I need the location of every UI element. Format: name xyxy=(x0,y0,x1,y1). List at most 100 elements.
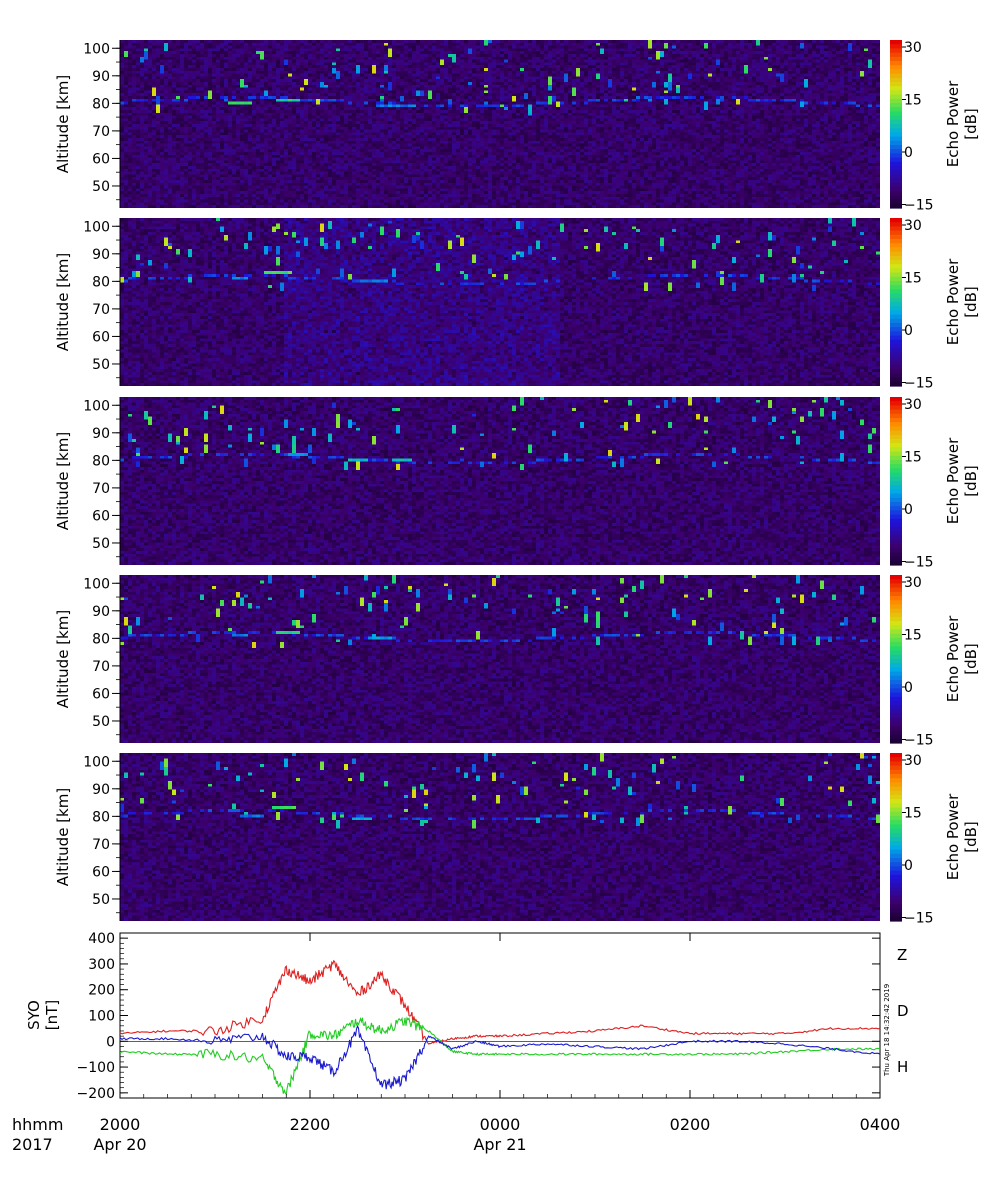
colorbar-step xyxy=(890,713,902,719)
colorbar-step xyxy=(890,187,902,192)
colorbar-step xyxy=(890,832,902,838)
colorbar-step xyxy=(890,604,902,610)
colorbar-step xyxy=(890,617,902,622)
colorbar-tick-label: 0 xyxy=(904,858,913,874)
colorbar-step xyxy=(890,769,902,775)
colorbar-step xyxy=(890,692,902,698)
colorbar-step xyxy=(890,891,902,897)
y-tick-label: 70 xyxy=(92,302,110,318)
colorbar-step xyxy=(890,518,902,524)
echo-power-image xyxy=(120,40,880,208)
colorbar-step xyxy=(890,790,902,796)
colorbar-step xyxy=(890,348,902,353)
colorbar-step xyxy=(890,302,902,307)
colorbar-label-1: Echo Power xyxy=(944,437,962,524)
colorbar-step xyxy=(890,675,902,681)
colorbar-step xyxy=(890,596,902,601)
colorbar-step xyxy=(890,434,902,440)
y-tick-label: 80 xyxy=(92,631,110,647)
colorbar-step xyxy=(890,230,902,236)
mag-y-tick-label: 400 xyxy=(88,931,115,947)
colorbar-step xyxy=(890,447,902,453)
colorbar-step xyxy=(890,820,902,825)
colorbar-step xyxy=(890,862,902,867)
colorbar-step xyxy=(890,548,902,553)
colorbar-step xyxy=(890,136,902,142)
y-tick-label: 50 xyxy=(92,357,110,373)
colorbar-tick-label: −15 xyxy=(904,911,934,927)
colorbar-step xyxy=(890,837,902,842)
colorbar-step xyxy=(890,195,902,201)
colorbar-tick-label: −15 xyxy=(904,198,934,214)
altitude-axis-label: Altitude [km] xyxy=(54,253,72,351)
colorbar-step xyxy=(890,738,902,744)
colorbar-step xyxy=(890,124,902,129)
colorbar-step xyxy=(890,900,902,905)
colorbar-step xyxy=(890,671,902,677)
colorbar-step xyxy=(890,297,902,303)
colorbar-tick-label: 30 xyxy=(904,753,922,769)
y-tick-label: 70 xyxy=(92,124,110,140)
y-tick-label: 80 xyxy=(92,809,110,825)
y-tick-label: 90 xyxy=(92,247,110,263)
colorbar-tick-label: 30 xyxy=(904,575,922,591)
colorbar-step xyxy=(890,119,902,125)
colorbar-step xyxy=(890,765,902,771)
colorbar-step xyxy=(890,858,902,863)
colorbar-tick-label: 15 xyxy=(904,93,922,109)
colorbar-step xyxy=(890,753,902,758)
y-tick-label: 60 xyxy=(92,864,110,880)
colorbar-step xyxy=(890,659,902,664)
x-tick-label: 2000 xyxy=(100,1115,141,1134)
colorbar-step xyxy=(890,654,902,660)
colorbar-step xyxy=(890,439,902,444)
colorbar-label-2: [dB] xyxy=(962,465,980,497)
colorbar-step xyxy=(890,514,902,520)
colorbar-step xyxy=(890,799,902,804)
x-date-label: Apr 21 xyxy=(473,1135,526,1154)
colorbar-tick-label: 15 xyxy=(904,450,922,466)
colorbar-step xyxy=(890,539,902,545)
altitude-axis-label: Altitude [km] xyxy=(54,788,72,886)
colorbar-step xyxy=(890,377,902,383)
colorbar-step xyxy=(890,405,902,411)
colorbar-step xyxy=(890,688,902,694)
colorbar-step xyxy=(890,904,902,909)
colorbar-step xyxy=(890,243,902,248)
colorbar-step xyxy=(890,170,902,175)
colorbar-step xyxy=(890,870,902,876)
colorbar-step xyxy=(890,803,902,809)
colorbar-step xyxy=(890,912,902,918)
colorbar-step xyxy=(890,638,902,643)
colorbar-tick-label: 30 xyxy=(904,218,922,234)
colorbar-step xyxy=(890,356,902,362)
colorbar-step xyxy=(890,281,902,286)
colorbar-step xyxy=(890,717,902,723)
y-tick-label: 90 xyxy=(92,604,110,620)
colorbar-step xyxy=(890,149,902,154)
magnetometer-y-ticks: 400 300 200 100 0 −100 −200 xyxy=(77,931,880,1102)
mag-ylabel-1: SYO xyxy=(25,1000,43,1030)
colorbar-step xyxy=(890,82,902,87)
x-date-label: Apr 20 xyxy=(93,1135,146,1154)
colorbar-step xyxy=(890,94,902,100)
y-tick-label: 70 xyxy=(92,837,110,853)
colorbar-step xyxy=(890,352,902,358)
colorbar-step xyxy=(890,612,902,618)
colorbar-step xyxy=(890,633,902,639)
colorbar-step xyxy=(890,493,902,499)
colorbar-step xyxy=(890,460,902,465)
colorbar-step xyxy=(890,331,902,337)
colorbar-step xyxy=(890,218,902,223)
colorbar-step xyxy=(890,908,902,914)
x-tick-label: 0400 xyxy=(860,1115,901,1134)
colorbar-step xyxy=(890,48,902,54)
colorbar-step xyxy=(890,239,902,244)
colorbar-step xyxy=(890,795,902,800)
echo-power-image xyxy=(120,397,880,565)
colorbar-step xyxy=(890,166,902,171)
colorbar-label-2: [dB] xyxy=(962,286,980,318)
